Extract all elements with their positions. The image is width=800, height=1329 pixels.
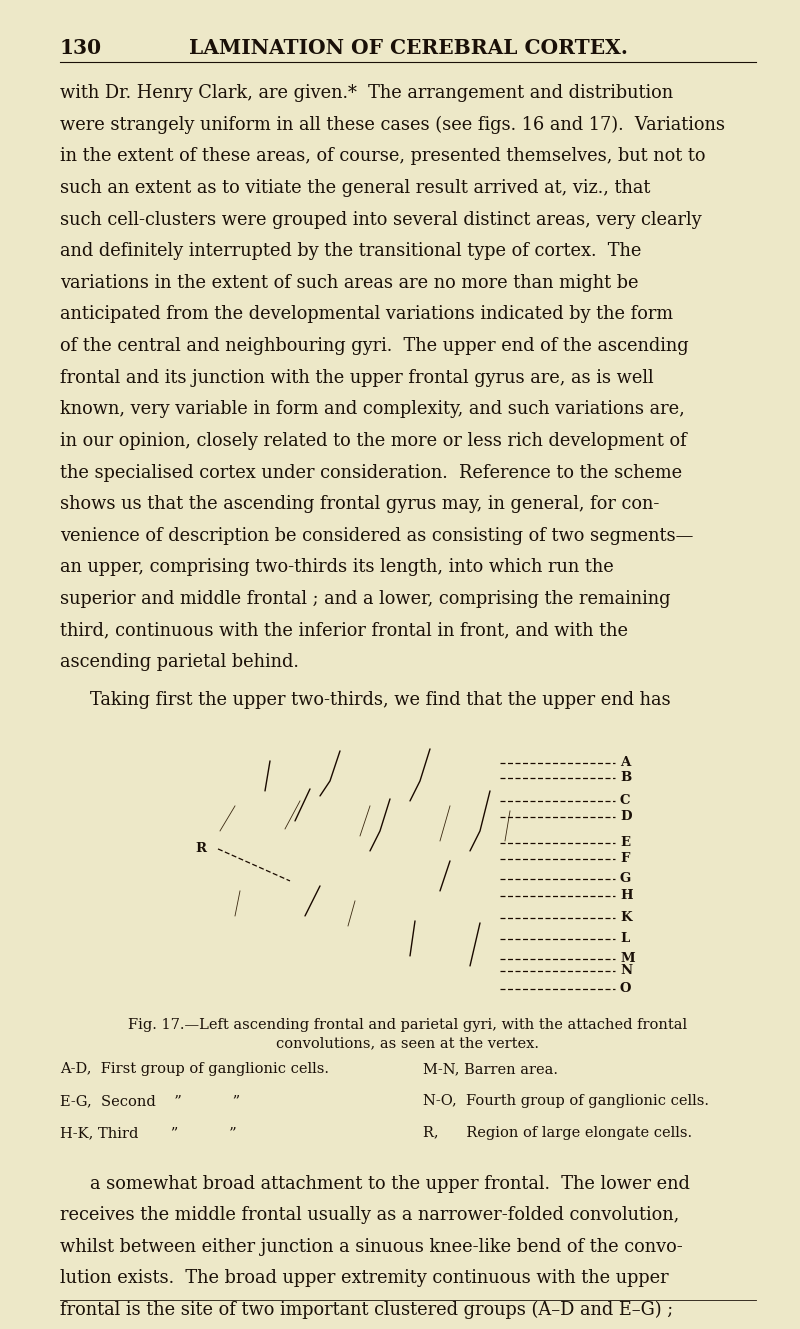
Text: of the central and neighbouring gyri.  The upper end of the ascending: of the central and neighbouring gyri. Th… (60, 338, 689, 355)
Text: 130: 130 (60, 39, 102, 58)
Text: with Dr. Henry Clark, are given.*  The arrangement and distribution: with Dr. Henry Clark, are given.* The ar… (60, 84, 673, 102)
Text: C: C (620, 795, 630, 808)
Text: E: E (620, 836, 630, 849)
Text: Taking first the upper two-thirds, we find that the upper end has: Taking first the upper two-thirds, we fi… (90, 691, 670, 710)
Text: variations in the extent of such areas are no more than might be: variations in the extent of such areas a… (60, 274, 638, 292)
Text: ascending parietal behind.: ascending parietal behind. (60, 654, 299, 671)
Text: an upper, comprising two-thirds its length, into which run the: an upper, comprising two-thirds its leng… (60, 558, 614, 577)
Text: third, continuous with the inferior frontal in front, and with the: third, continuous with the inferior fron… (60, 622, 628, 639)
Text: O: O (620, 982, 631, 995)
Text: superior and middle frontal ; and a lower, comprising the remaining: superior and middle frontal ; and a lowe… (60, 590, 670, 609)
Text: D: D (620, 811, 631, 824)
Text: A-D,  First group of ganglionic cells.: A-D, First group of ganglionic cells. (60, 1062, 329, 1076)
Text: H: H (620, 889, 633, 902)
Text: N-O,  Fourth group of ganglionic cells.: N-O, Fourth group of ganglionic cells. (423, 1094, 709, 1108)
Text: B: B (620, 771, 631, 784)
Text: LAMINATION OF CEREBRAL CORTEX.: LAMINATION OF CEREBRAL CORTEX. (189, 39, 627, 58)
Text: and definitely interrupted by the transitional type of cortex.  The: and definitely interrupted by the transi… (60, 242, 642, 260)
Text: in the extent of these areas, of course, presented themselves, but not to: in the extent of these areas, of course,… (60, 148, 706, 165)
Text: the specialised cortex under consideration.  Reference to the scheme: the specialised cortex under considerati… (60, 464, 682, 481)
Text: a somewhat broad attachment to the upper frontal.  The lower end: a somewhat broad attachment to the upper… (90, 1175, 690, 1192)
Text: N: N (620, 965, 632, 977)
Text: A: A (620, 756, 630, 769)
Text: such an extent as to vitiate the general result arrived at, viz., that: such an extent as to vitiate the general… (60, 179, 650, 197)
Text: venience of description be considered as consisting of two segments—: venience of description be considered as… (60, 526, 694, 545)
Text: in our opinion, closely related to the more or less rich development of: in our opinion, closely related to the m… (60, 432, 686, 451)
Text: M-N, Barren area.: M-N, Barren area. (423, 1062, 558, 1076)
Text: receives the middle frontal usually as a narrower-folded convolution,: receives the middle frontal usually as a… (60, 1207, 679, 1224)
Text: lution exists.  The broad upper extremity continuous with the upper: lution exists. The broad upper extremity… (60, 1269, 669, 1288)
Text: M: M (620, 953, 634, 965)
Text: H-K, Third       ”           ”: H-K, Third ” ” (60, 1127, 237, 1140)
Text: shows us that the ascending frontal gyrus may, in general, for con-: shows us that the ascending frontal gyru… (60, 496, 659, 513)
Text: Fig. 17.—Left ascending frontal and parietal gyri, with the attached frontal: Fig. 17.—Left ascending frontal and pari… (129, 1018, 687, 1031)
Text: L: L (620, 933, 630, 945)
Text: such cell-clusters were grouped into several distinct areas, very clearly: such cell-clusters were grouped into sev… (60, 210, 702, 229)
Text: R,      Region of large elongate cells.: R, Region of large elongate cells. (423, 1127, 692, 1140)
Text: frontal is the site of two important clustered groups (A–D and E–G) ;: frontal is the site of two important clu… (60, 1301, 673, 1320)
Text: K: K (620, 912, 632, 925)
Text: frontal and its junction with the upper frontal gyrus are, as is well: frontal and its junction with the upper … (60, 368, 654, 387)
Text: whilst between either junction a sinuous knee-like bend of the convo-: whilst between either junction a sinuous… (60, 1237, 682, 1256)
Text: G: G (620, 872, 631, 885)
Text: anticipated from the developmental variations indicated by the form: anticipated from the developmental varia… (60, 306, 673, 323)
Text: were strangely uniform in all these cases (see figs. 16 and 17).  Variations: were strangely uniform in all these case… (60, 116, 725, 134)
Text: R: R (195, 843, 206, 856)
Text: convolutions, as seen at the vertex.: convolutions, as seen at the vertex. (277, 1035, 539, 1050)
Text: F: F (620, 852, 630, 865)
Text: known, very variable in form and complexity, and such variations are,: known, very variable in form and complex… (60, 400, 685, 419)
Text: E-G,  Second    ”           ”: E-G, Second ” ” (60, 1094, 240, 1108)
